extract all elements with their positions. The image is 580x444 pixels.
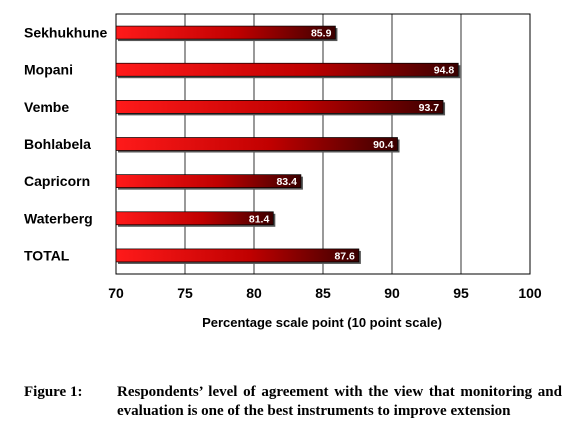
x-tick-label: 95 bbox=[453, 285, 469, 301]
category-label: TOTAL bbox=[24, 247, 70, 263]
category-label: Sekhukhune bbox=[24, 25, 107, 41]
bar bbox=[115, 211, 274, 226]
bar-value-label: 85.9 bbox=[311, 28, 332, 40]
bar bbox=[115, 25, 336, 40]
bar bbox=[115, 248, 360, 263]
category-label: Vembe bbox=[24, 99, 69, 115]
x-tick-label: 90 bbox=[384, 285, 400, 301]
bar-chart: 85.9 94.8 93.7 90.4 83.4 81.4 87.6 Sekhukhune M… bbox=[24, 13, 542, 330]
x-tick-label: 70 bbox=[108, 285, 124, 301]
bar-value-label: 87.6 bbox=[334, 250, 355, 262]
bar bbox=[115, 100, 444, 114]
bar-value-label: 94.8 bbox=[434, 65, 455, 77]
bar-value-label: 83.4 bbox=[276, 176, 297, 188]
bars: 85.9 94.8 93.7 90.4 83.4 81.4 87.6 bbox=[115, 25, 461, 264]
category-label: Bohlabela bbox=[24, 136, 91, 152]
x-axis-title: Percentage scale point (10 point scale) bbox=[202, 315, 442, 330]
bar-value-label: 81.4 bbox=[249, 213, 270, 225]
bar-value-label: 90.4 bbox=[373, 139, 394, 151]
figure-caption-text: Respondents’ level of agreement with the… bbox=[117, 384, 562, 419]
x-tick-label: 80 bbox=[246, 285, 262, 301]
category-label: Mopani bbox=[24, 62, 73, 78]
category-label: Waterberg bbox=[24, 210, 93, 226]
category-label: Capricorn bbox=[24, 173, 90, 189]
bar-value-label: 93.7 bbox=[419, 102, 440, 114]
x-tick-labels: 70 75 80 85 90 95 100 bbox=[108, 285, 542, 301]
figure-caption-label: Figure 1: bbox=[24, 384, 83, 400]
bar bbox=[115, 62, 459, 77]
x-tick-label: 75 bbox=[177, 285, 193, 301]
bar bbox=[115, 174, 302, 188]
x-tick-label: 85 bbox=[315, 285, 331, 301]
x-tick-label: 100 bbox=[518, 285, 542, 301]
bar bbox=[115, 137, 398, 151]
category-labels: Sekhukhune Mopani Vembe Bohlabela Capricorn W… bbox=[24, 25, 107, 264]
